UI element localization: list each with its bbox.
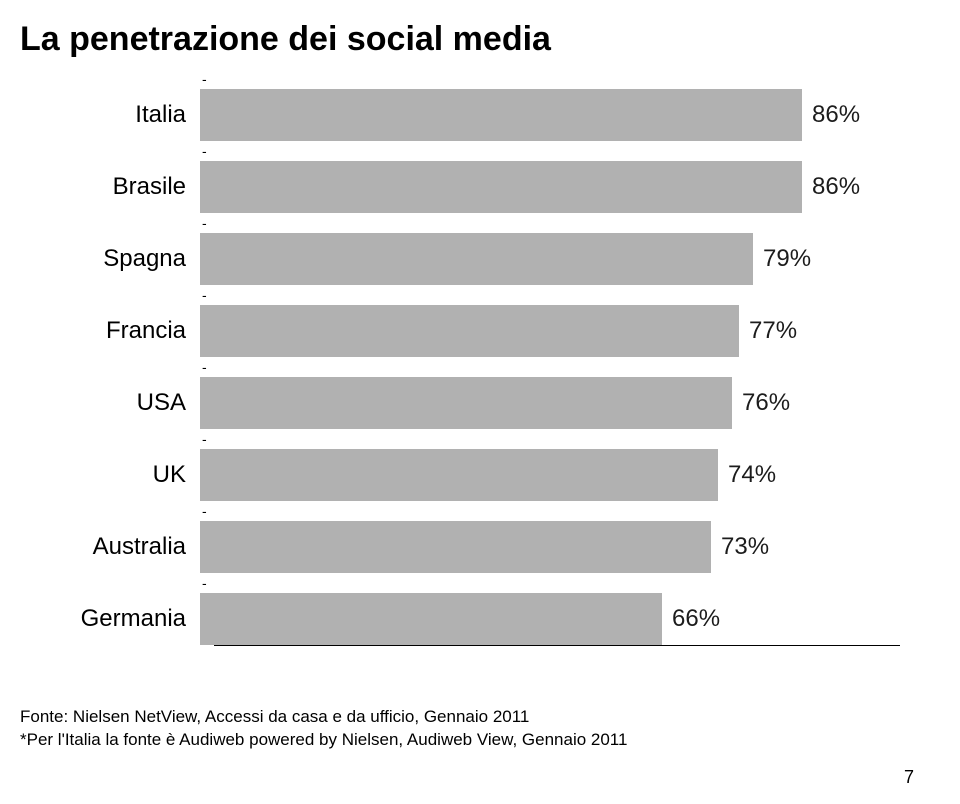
bar-value: 77% [749,317,797,345]
bar-row: Spagna 79% [60,233,900,285]
bar-value: 73% [721,533,769,561]
row-gap: - [60,141,900,161]
bar-track: 77% [200,305,900,357]
bar-track: 66% [200,593,900,645]
bar-label: Germania [60,605,200,633]
row-gap: - [60,357,900,377]
bar-value: 86% [812,173,860,201]
gap-dash: - [202,431,207,447]
row-gap: - [60,429,900,449]
bar-row: Brasile 86% [60,161,900,213]
page-title: La penetrazione dei social media [20,20,920,59]
bar-row: Australia 73% [60,521,900,573]
bar-label: Brasile [60,173,200,201]
bar-row: Italia 86% [60,89,900,141]
gap-dash: - [202,359,207,375]
bar-track: 86% [200,89,900,141]
gap-dash: - [202,575,207,591]
page-number: 7 [904,767,914,788]
x-axis-line [214,645,900,646]
bar-label: Francia [60,317,200,345]
gap-dash: - [202,143,207,159]
bar-label: UK [60,461,200,489]
source-line-2: *Per l'Italia la fonte è Audiweb powered… [20,729,920,752]
bar-fill [200,161,802,213]
bar-value: 66% [672,605,720,633]
source-line-1: Fonte: Nielsen NetView, Accessi da casa … [20,706,920,729]
row-gap: - [60,501,900,521]
bar-value: 79% [763,245,811,273]
bar-fill [200,377,732,429]
bar-row: Francia 77% [60,305,900,357]
bar-row: USA 76% [60,377,900,429]
gap-dash: - [202,503,207,519]
bar-fill [200,521,711,573]
bar-row: UK 74% [60,449,900,501]
source-note: Fonte: Nielsen NetView, Accessi da casa … [20,706,920,752]
gap-dash: - [202,215,207,231]
bar-value: 76% [742,389,790,417]
row-gap: - [60,573,900,593]
bar-fill [200,449,718,501]
row-gap: - [60,285,900,305]
bar-value: 86% [812,101,860,129]
penetration-bar-chart: -Italia86%-Brasile86%-Spagna79%-Francia7… [60,69,900,646]
bar-label: Australia [60,533,200,561]
bar-fill [200,89,802,141]
bar-label: Spagna [60,245,200,273]
bar-label: USA [60,389,200,417]
bar-value: 74% [728,461,776,489]
bar-track: 86% [200,161,900,213]
bar-track: 73% [200,521,900,573]
bar-fill [200,305,739,357]
bar-track: 74% [200,449,900,501]
bar-label: Italia [60,101,200,129]
gap-dash: - [202,287,207,303]
bar-row: Germania 66% [60,593,900,645]
bar-track: 79% [200,233,900,285]
bar-fill [200,233,753,285]
row-gap: - [60,69,900,89]
bar-track: 76% [200,377,900,429]
row-gap: - [60,213,900,233]
gap-dash: - [202,71,207,87]
bar-fill [200,593,662,645]
